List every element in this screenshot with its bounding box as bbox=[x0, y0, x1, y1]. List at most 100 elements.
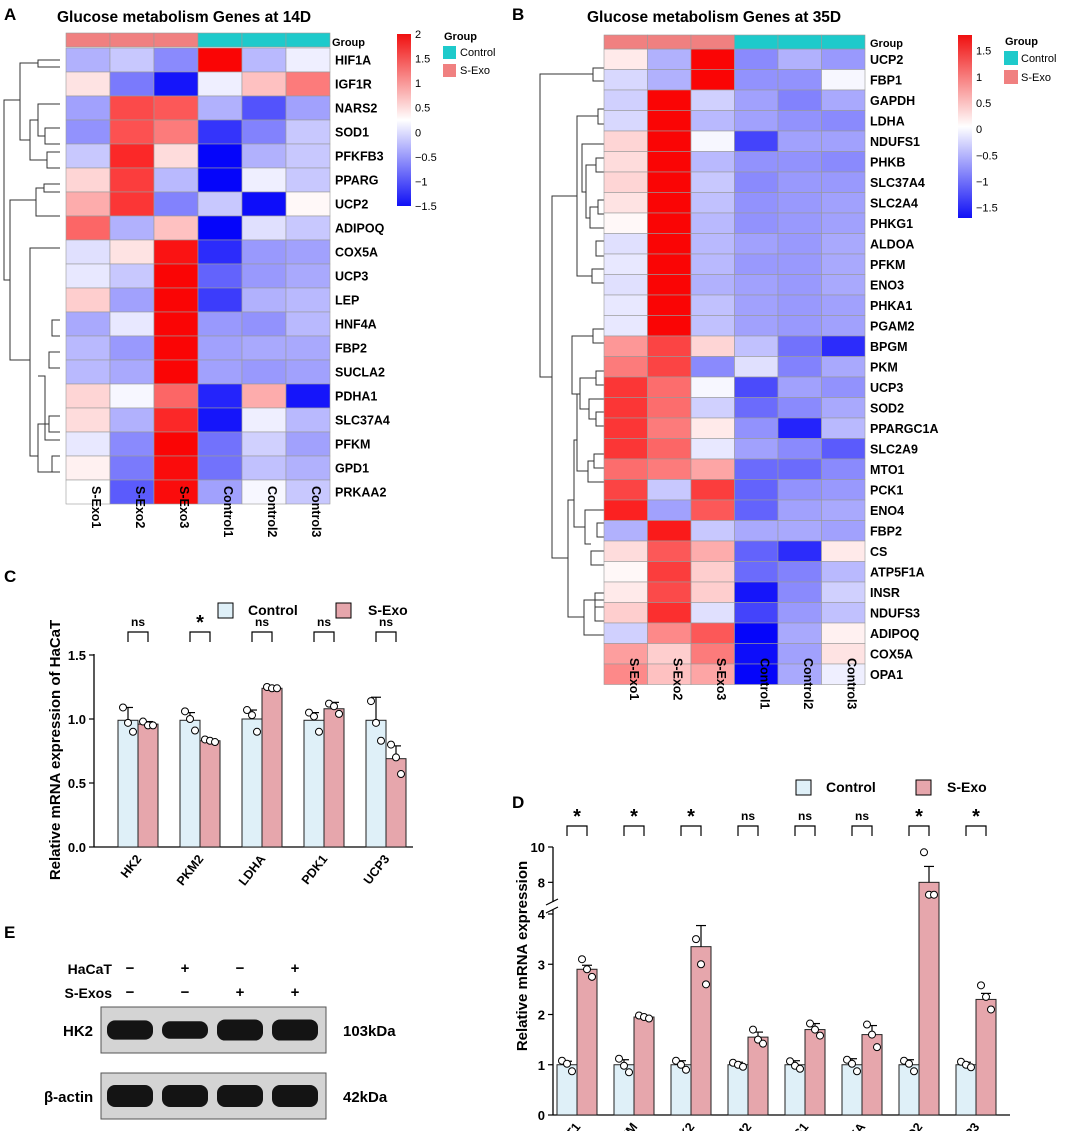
column-label: S-Exo1 bbox=[89, 486, 103, 528]
scale-tick-label: −0.5 bbox=[976, 150, 998, 162]
heatmap-cell bbox=[777, 499, 822, 521]
heatmap-cell bbox=[734, 499, 779, 521]
row-label: OPA1 bbox=[870, 668, 903, 682]
scale-tick-label: −1 bbox=[415, 176, 428, 188]
row-label: MTO1 bbox=[870, 463, 905, 477]
heatmap-cell bbox=[285, 215, 331, 241]
heatmap-cell bbox=[285, 47, 331, 73]
heatmap-cell bbox=[647, 48, 692, 70]
data-point bbox=[811, 1025, 819, 1034]
heatmap-cell bbox=[197, 407, 243, 433]
data-point bbox=[372, 718, 380, 727]
heatmap-cell bbox=[647, 397, 692, 419]
heatmap-cell bbox=[777, 479, 822, 501]
significance-bracket bbox=[737, 825, 759, 836]
heatmap-cell bbox=[285, 95, 331, 121]
heatmap-35d-scale-ticks: 1.5 1 0.5 0 −0.5 −1 −1.5 bbox=[976, 46, 998, 215]
data-point bbox=[739, 1062, 747, 1071]
heatmap-cell bbox=[241, 215, 287, 241]
western-condition-hacat: HaCaT bbox=[68, 961, 113, 977]
heatmap-cell bbox=[821, 151, 866, 173]
heatmap-cell bbox=[603, 479, 648, 501]
data-point bbox=[930, 890, 938, 899]
panel-label-a: A bbox=[4, 5, 16, 24]
heatmap-cell bbox=[197, 191, 243, 217]
heatmap-cell bbox=[603, 335, 648, 357]
bar bbox=[199, 740, 221, 848]
scale-tick-label: 0.5 bbox=[976, 98, 991, 110]
heatmap-cell bbox=[647, 171, 692, 193]
column-label: S-Exo3 bbox=[177, 486, 191, 528]
heatmap-14d-color-scale bbox=[397, 34, 411, 206]
data-point bbox=[967, 1063, 975, 1072]
heatmap-cell bbox=[690, 130, 735, 152]
heatmap-cell bbox=[647, 417, 692, 439]
data-point bbox=[273, 684, 281, 693]
heatmap-cell bbox=[109, 431, 155, 457]
row-label: CS bbox=[870, 545, 887, 559]
legend-b-title: Group bbox=[1005, 36, 1038, 48]
heatmap-cell bbox=[647, 356, 692, 378]
y-tick-label: 0 bbox=[538, 1108, 545, 1123]
heatmap-cell bbox=[690, 171, 735, 193]
data-point bbox=[625, 1068, 633, 1077]
y-tick-label: 3 bbox=[538, 957, 545, 972]
scale-tick-label: 1 bbox=[415, 78, 421, 90]
heatmap-35d-legend: Group Control S-Exo bbox=[1004, 36, 1056, 84]
heatmap-cell bbox=[241, 71, 287, 97]
heatmap-cell bbox=[734, 622, 779, 644]
heatmap-cell bbox=[241, 191, 287, 217]
data-point bbox=[397, 770, 405, 779]
heatmap-cell bbox=[777, 561, 822, 583]
western-blot: HaCaT S-Exos − + − + − − + + HK2 β-actin 103kDa… bbox=[44, 960, 396, 1120]
heatmap-14d: Glucose metabolism Genes at 14D Group HI… bbox=[3, 9, 495, 537]
heatmap-cell bbox=[241, 479, 287, 505]
heatmap-cell bbox=[65, 215, 111, 241]
data-point bbox=[677, 1060, 685, 1069]
data-point bbox=[749, 1025, 757, 1034]
heatmap-cell bbox=[777, 89, 822, 111]
heatmap-cell bbox=[603, 110, 648, 132]
heatmap-cell bbox=[65, 383, 111, 409]
significance-bracket bbox=[127, 631, 149, 642]
western-size-actin: 42kDa bbox=[343, 1089, 388, 1106]
bar-chart-hacat: Control S-Exo Relative mRNA expression o… bbox=[47, 602, 413, 888]
heatmap-cell bbox=[777, 171, 822, 193]
heatmap-cell bbox=[241, 335, 287, 361]
heatmap-cell bbox=[109, 47, 155, 73]
heatmap-cell bbox=[603, 253, 648, 275]
heatmap-cell bbox=[603, 376, 648, 398]
heatmap-cell bbox=[603, 294, 648, 316]
row-label: FBP2 bbox=[335, 342, 367, 356]
heatmap-14d-dendrogram bbox=[3, 59, 60, 473]
heatmap-cell bbox=[821, 335, 866, 357]
heatmap-cell bbox=[285, 239, 331, 265]
row-label: PKM bbox=[870, 360, 898, 374]
heatmap-cell bbox=[603, 581, 648, 603]
heatmap-cell bbox=[65, 263, 111, 289]
heatmap-cell bbox=[777, 253, 822, 275]
heatmap-cell bbox=[734, 294, 779, 316]
scale-tick-label: −1 bbox=[976, 176, 989, 188]
heatmap-14d-scale-ticks: 2 1.5 1 0.5 0 −0.5 −1 −1.5 bbox=[415, 29, 437, 213]
heatmap-cell bbox=[734, 233, 779, 255]
legend-a-control-label: Control bbox=[460, 47, 495, 59]
heatmap-cell bbox=[821, 110, 866, 132]
heatmap-cell bbox=[821, 663, 866, 685]
heatmap-14d-group-title: Group bbox=[332, 37, 365, 49]
heatmap-cell bbox=[65, 71, 111, 97]
heatmap-35d-cells bbox=[603, 48, 866, 685]
heatmap-cell bbox=[777, 540, 822, 562]
heatmap-cell bbox=[821, 253, 866, 275]
heatmap-cell bbox=[241, 119, 287, 145]
heatmap-cell bbox=[285, 455, 331, 481]
row-label: ADIPOQ bbox=[870, 627, 920, 641]
row-label: SUCLA2 bbox=[335, 366, 385, 380]
heatmap-cell bbox=[285, 167, 331, 193]
bar bbox=[727, 1064, 749, 1116]
heatmap-cell bbox=[153, 95, 199, 121]
significance-bracket bbox=[313, 631, 335, 642]
heatmap-cell bbox=[690, 212, 735, 234]
heatmap-cell bbox=[734, 89, 779, 111]
data-point bbox=[796, 1064, 804, 1073]
